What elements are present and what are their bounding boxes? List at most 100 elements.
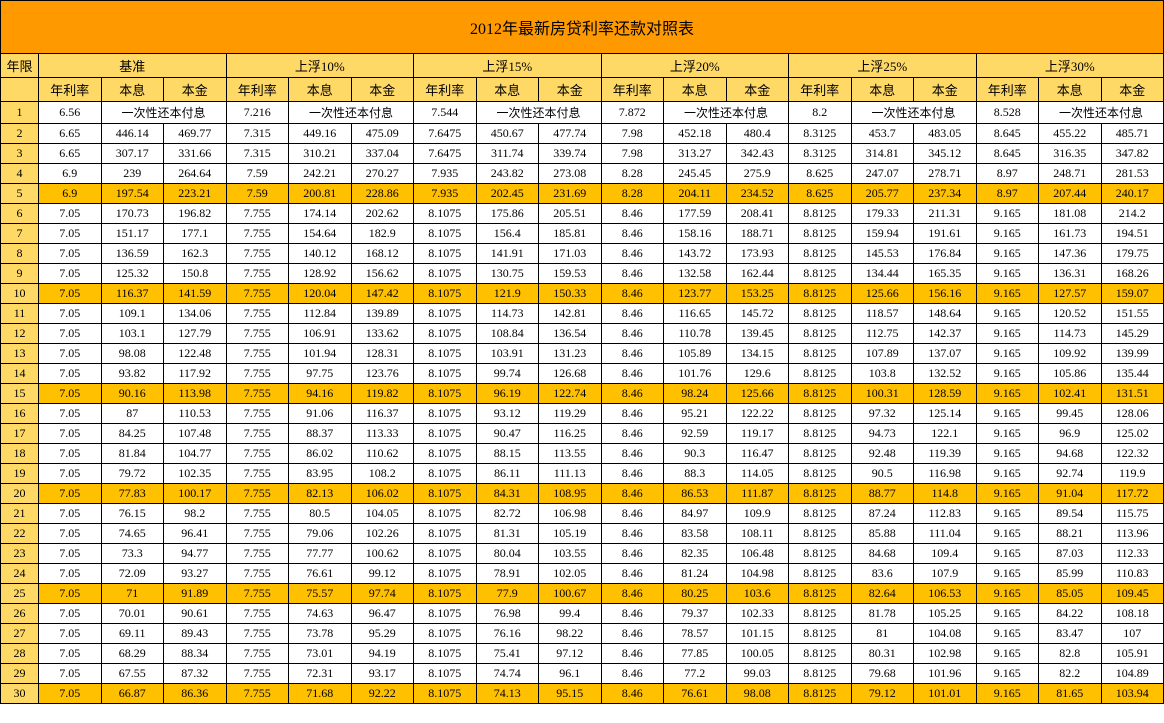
data-cell: 125.14 <box>914 404 977 424</box>
data-cell: 96.9 <box>1039 424 1102 444</box>
data-cell: 8.1075 <box>414 584 477 604</box>
year-cell: 12 <box>1 324 39 344</box>
data-cell: 98.08 <box>101 344 164 364</box>
data-cell: 7.755 <box>226 444 289 464</box>
data-cell: 204.11 <box>664 184 727 204</box>
data-cell: 8.8125 <box>789 404 852 424</box>
data-cell: 78.57 <box>664 624 727 644</box>
data-cell: 175.86 <box>476 204 539 224</box>
data-cell: 8.8125 <box>789 424 852 444</box>
data-cell: 111.13 <box>539 464 602 484</box>
data-cell: 一次性还本付息 <box>101 102 226 124</box>
data-cell: 88.37 <box>289 424 352 444</box>
data-cell: 7.315 <box>226 144 289 164</box>
data-cell: 8.1075 <box>414 444 477 464</box>
data-cell: 7.05 <box>39 664 102 684</box>
data-cell: 8.8125 <box>789 364 852 384</box>
data-cell: 7.755 <box>226 264 289 284</box>
data-cell: 207.44 <box>1039 184 1102 204</box>
data-cell: 100.67 <box>539 584 602 604</box>
data-cell: 119.39 <box>914 444 977 464</box>
data-cell: 82.13 <box>289 484 352 504</box>
data-cell: 127.57 <box>1039 284 1102 304</box>
data-cell: 8.46 <box>601 564 664 584</box>
data-cell: 105.89 <box>664 344 727 364</box>
data-cell: 7.05 <box>39 404 102 424</box>
data-cell: 8.1075 <box>414 684 477 704</box>
data-cell: 9.165 <box>976 224 1039 244</box>
data-cell: 7.755 <box>226 544 289 564</box>
data-cell: 455.22 <box>1039 124 1102 144</box>
data-cell: 8.1075 <box>414 624 477 644</box>
data-cell: 7.755 <box>226 624 289 644</box>
data-cell: 8.1075 <box>414 604 477 624</box>
year-cell: 6 <box>1 204 39 224</box>
data-cell: 109.45 <box>1101 584 1164 604</box>
data-cell: 78.91 <box>476 564 539 584</box>
data-cell: 101.76 <box>664 364 727 384</box>
data-cell: 8.46 <box>601 624 664 644</box>
data-cell: 102.98 <box>914 644 977 664</box>
year-cell: 8 <box>1 244 39 264</box>
data-cell: 122.74 <box>539 384 602 404</box>
data-cell: 8.8125 <box>789 384 852 404</box>
data-cell: 90.61 <box>164 604 227 624</box>
data-cell: 239 <box>101 164 164 184</box>
data-cell: 8.46 <box>601 404 664 424</box>
data-cell: 83.58 <box>664 524 727 544</box>
year-cell: 26 <box>1 604 39 624</box>
data-cell: 84.97 <box>664 504 727 524</box>
data-cell: 8.1075 <box>414 544 477 564</box>
data-cell: 99.45 <box>1039 404 1102 424</box>
data-cell: 8.46 <box>601 644 664 664</box>
data-cell: 8.46 <box>601 464 664 484</box>
data-cell: 7.05 <box>39 264 102 284</box>
year-cell: 21 <box>1 504 39 524</box>
year-cell: 13 <box>1 344 39 364</box>
data-cell: 108.84 <box>476 324 539 344</box>
data-cell: 7.755 <box>226 664 289 684</box>
data-cell: 114.8 <box>914 484 977 504</box>
data-cell: 80.04 <box>476 544 539 564</box>
data-cell: 87.32 <box>164 664 227 684</box>
year-cell: 11 <box>1 304 39 324</box>
data-cell: 122.22 <box>726 404 789 424</box>
data-cell: 179.75 <box>1101 244 1164 264</box>
data-cell: 100.62 <box>351 544 414 564</box>
data-cell: 81.31 <box>476 524 539 544</box>
data-cell: 92.48 <box>851 444 914 464</box>
data-cell: 8.46 <box>601 664 664 684</box>
data-cell: 196.82 <box>164 204 227 224</box>
data-cell: 131.51 <box>1101 384 1164 404</box>
data-cell: 86.36 <box>164 684 227 704</box>
data-cell: 9.165 <box>976 264 1039 284</box>
group-header: 上浮20% <box>601 54 789 78</box>
data-cell: 273.08 <box>539 164 602 184</box>
data-cell: 7.755 <box>226 244 289 264</box>
data-cell: 8.46 <box>601 484 664 504</box>
data-cell: 7.05 <box>39 584 102 604</box>
data-cell: 8.46 <box>601 584 664 604</box>
data-cell: 77.77 <box>289 544 352 564</box>
data-cell: 97.74 <box>351 584 414 604</box>
data-cell: 7.05 <box>39 504 102 524</box>
data-cell: 106.91 <box>289 324 352 344</box>
group-header: 上浮10% <box>226 54 414 78</box>
data-cell: 102.26 <box>351 524 414 544</box>
data-cell: 9.165 <box>976 244 1039 264</box>
data-cell: 7.216 <box>226 102 289 124</box>
data-cell: 342.43 <box>726 144 789 164</box>
data-cell: 307.17 <box>101 144 164 164</box>
data-cell: 7.315 <box>226 124 289 144</box>
data-cell: 7.05 <box>39 284 102 304</box>
data-cell: 8.8125 <box>789 544 852 564</box>
data-cell: 331.66 <box>164 144 227 164</box>
data-cell: 130.75 <box>476 264 539 284</box>
data-cell: 79.06 <box>289 524 352 544</box>
data-cell: 8.8125 <box>789 624 852 644</box>
data-cell: 112.33 <box>1101 544 1164 564</box>
data-cell: 86.53 <box>664 484 727 504</box>
data-cell: 7.05 <box>39 364 102 384</box>
data-cell: 8.528 <box>976 102 1039 124</box>
data-cell: 109.92 <box>1039 344 1102 364</box>
